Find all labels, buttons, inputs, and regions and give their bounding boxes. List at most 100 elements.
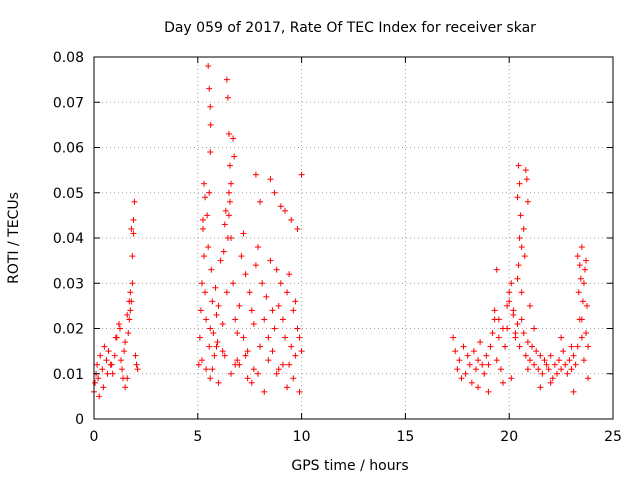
data-point bbox=[121, 348, 128, 355]
data-point bbox=[208, 266, 215, 273]
data-point bbox=[504, 302, 511, 309]
data-point bbox=[515, 162, 522, 169]
data-point bbox=[119, 366, 126, 373]
data-point bbox=[263, 293, 270, 300]
data-point bbox=[286, 361, 293, 368]
data-point bbox=[199, 216, 206, 223]
data-point bbox=[286, 271, 293, 278]
data-point bbox=[493, 266, 500, 273]
data-point bbox=[103, 357, 110, 364]
data-point bbox=[202, 194, 209, 201]
data-point bbox=[108, 361, 115, 368]
x-tick-label: 20 bbox=[500, 429, 518, 445]
data-point bbox=[520, 330, 527, 337]
data-point bbox=[514, 194, 521, 201]
data-point bbox=[518, 244, 525, 251]
data-point bbox=[255, 244, 262, 251]
data-point bbox=[226, 198, 233, 205]
data-points bbox=[91, 63, 592, 400]
data-point bbox=[124, 311, 131, 318]
data-point bbox=[219, 348, 226, 355]
data-point bbox=[279, 361, 286, 368]
data-point bbox=[215, 379, 222, 386]
data-point bbox=[579, 298, 586, 305]
y-tick-label: 0.03 bbox=[53, 276, 84, 292]
y-axis-label: ROTI / TECUs bbox=[6, 192, 22, 284]
data-point bbox=[512, 330, 519, 337]
data-point bbox=[267, 257, 274, 264]
data-point bbox=[524, 366, 531, 373]
data-point bbox=[211, 352, 218, 359]
data-point bbox=[207, 121, 214, 128]
x-tick-label: 5 bbox=[193, 429, 202, 445]
y-tick-label: 0.04 bbox=[53, 231, 84, 247]
data-point bbox=[202, 289, 209, 296]
data-point bbox=[221, 352, 228, 359]
data-point bbox=[298, 348, 305, 355]
data-point bbox=[105, 348, 112, 355]
data-point bbox=[288, 216, 295, 223]
data-point bbox=[290, 375, 297, 382]
data-point bbox=[577, 275, 584, 282]
chart-title: Day 059 of 2017, Rate Of TEC Index for r… bbox=[164, 20, 536, 36]
data-point bbox=[130, 230, 137, 237]
data-point bbox=[209, 366, 216, 373]
data-point bbox=[269, 348, 276, 355]
data-point bbox=[124, 375, 131, 382]
data-point bbox=[551, 361, 558, 368]
data-point bbox=[562, 361, 569, 368]
data-point bbox=[281, 207, 288, 214]
data-point bbox=[580, 357, 587, 364]
data-point bbox=[125, 330, 132, 337]
data-point bbox=[543, 361, 550, 368]
data-point bbox=[516, 235, 523, 241]
data-point bbox=[495, 334, 502, 341]
data-point bbox=[271, 189, 278, 196]
data-point bbox=[477, 339, 484, 346]
data-point bbox=[95, 375, 102, 382]
data-point bbox=[207, 375, 214, 382]
data-point bbox=[117, 357, 124, 364]
data-point bbox=[198, 280, 205, 287]
data-point bbox=[199, 225, 206, 232]
data-point bbox=[222, 207, 229, 214]
data-point bbox=[578, 244, 585, 251]
data-point bbox=[94, 361, 101, 368]
data-point bbox=[514, 320, 521, 327]
data-point bbox=[575, 289, 582, 296]
data-point bbox=[275, 302, 282, 309]
data-point bbox=[518, 316, 525, 323]
data-point bbox=[558, 366, 565, 373]
data-point bbox=[568, 366, 575, 373]
data-point bbox=[529, 343, 536, 350]
y-tick-label: 0 bbox=[75, 412, 84, 428]
data-point bbox=[271, 325, 278, 332]
data-point bbox=[248, 307, 255, 314]
data-point bbox=[92, 379, 99, 386]
data-point bbox=[489, 330, 496, 337]
data-point bbox=[240, 334, 247, 341]
data-point bbox=[223, 289, 230, 296]
data-point bbox=[255, 370, 262, 377]
data-point bbox=[566, 357, 573, 364]
data-point bbox=[516, 180, 523, 187]
data-point bbox=[522, 167, 529, 174]
y-tick-label: 0.02 bbox=[53, 322, 84, 338]
data-point bbox=[234, 330, 241, 337]
data-point bbox=[230, 280, 237, 287]
data-point bbox=[207, 149, 214, 156]
data-point bbox=[100, 384, 107, 391]
data-point bbox=[560, 348, 567, 355]
data-point bbox=[460, 343, 467, 350]
data-point bbox=[520, 225, 527, 232]
data-point bbox=[228, 370, 235, 377]
data-point bbox=[475, 357, 482, 364]
data-point bbox=[269, 307, 276, 314]
data-point bbox=[553, 370, 560, 377]
data-point bbox=[522, 352, 529, 359]
data-point bbox=[225, 189, 232, 196]
data-point bbox=[273, 370, 280, 377]
data-point bbox=[493, 357, 500, 364]
data-point bbox=[298, 171, 305, 178]
data-point bbox=[523, 176, 530, 183]
